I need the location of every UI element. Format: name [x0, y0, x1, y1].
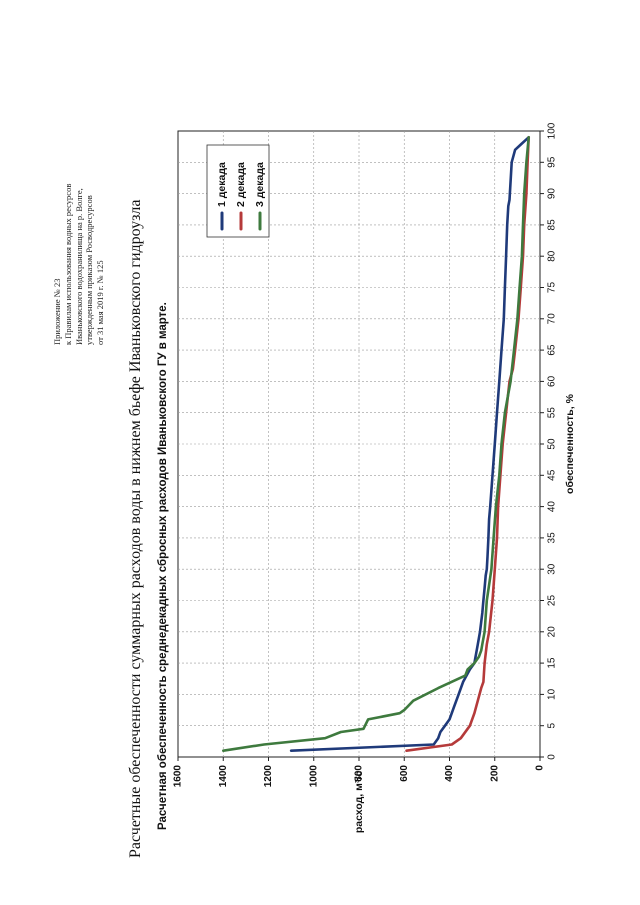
x-tick-label: 15 [547, 657, 558, 669]
x-tick-label: 60 [547, 375, 558, 387]
y-tick-label: 1400 [218, 765, 229, 788]
y-tick-label: 200 [489, 765, 500, 782]
y-tick-label: 0 [535, 765, 546, 771]
x-tick-label: 45 [547, 469, 558, 481]
legend-label: 1 декада [216, 162, 228, 207]
y-tick-label: 1200 [263, 765, 274, 788]
x-tick-label: 20 [547, 626, 558, 638]
x-tick-label: 70 [547, 313, 558, 325]
x-tick-label: 50 [547, 438, 558, 450]
x-tick-label: 65 [547, 344, 558, 356]
x-tick-label: 25 [547, 595, 558, 607]
y-tick-label: 600 [399, 765, 410, 782]
legend-label: 2 декада [235, 162, 247, 207]
series-line-1 [289, 136, 530, 752]
x-tick-label: 0 [547, 754, 558, 760]
x-tick-label: 5 [547, 722, 558, 728]
x-tick-label: 55 [547, 407, 558, 419]
y-tick-label: 1600 [173, 765, 184, 788]
x-tick-label: 95 [547, 156, 558, 168]
x-axis-label: обеспеченность, % [564, 393, 576, 494]
x-tick-label: 90 [547, 188, 558, 200]
x-tick-label: 30 [547, 563, 558, 575]
y-tick-label: 800 [354, 765, 365, 782]
x-tick-label: 35 [547, 532, 558, 544]
y-tick-label: 400 [444, 765, 455, 782]
series-line-3 [222, 136, 530, 752]
y-axis-label: расход, м³/с [353, 771, 365, 833]
x-tick-label: 75 [547, 282, 558, 294]
y-tick-label: 1000 [308, 765, 319, 788]
x-tick-label: 85 [547, 219, 558, 231]
x-tick-label: 10 [547, 688, 558, 700]
x-tick-label: 40 [547, 501, 558, 513]
legend-label: 3 декада [254, 162, 266, 207]
x-tick-label: 100 [547, 122, 558, 139]
x-tick-label: 80 [547, 250, 558, 262]
